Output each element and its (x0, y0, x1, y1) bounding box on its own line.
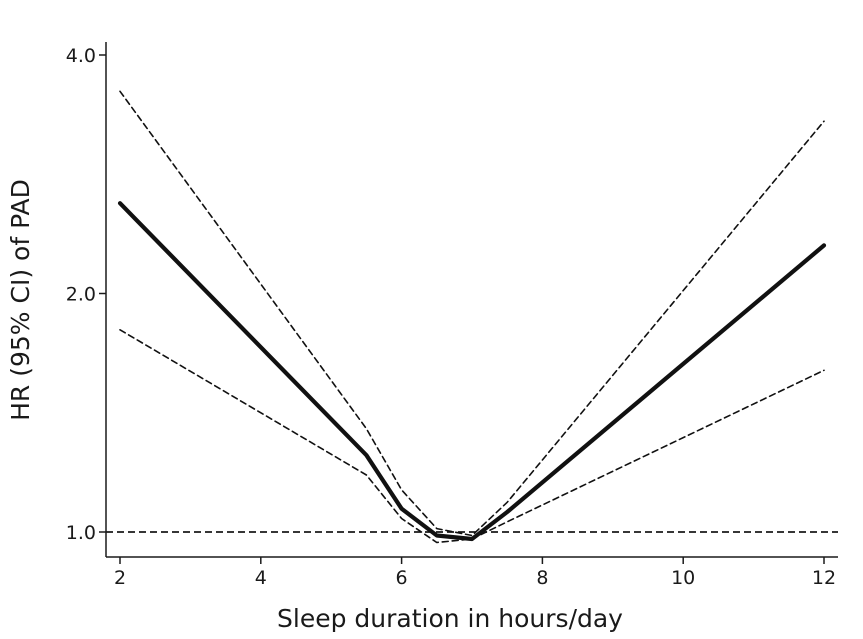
series-line-hr (117, 201, 827, 542)
x-tick-label: 12 (812, 567, 836, 589)
series-line-95-ci-lower (119, 328, 825, 544)
y-tick-label: 4.0 (66, 45, 96, 67)
y-tick-label: 1.0 (66, 522, 96, 544)
x-tick-label: 8 (536, 567, 548, 589)
x-tick-label: 6 (396, 567, 408, 589)
x-tick-label: 4 (255, 567, 267, 589)
y-tick-label: 2.0 (66, 284, 96, 306)
series-line-95-ci-upper (119, 90, 825, 537)
x-tick-label: 2 (114, 567, 126, 589)
x-axis-label: Sleep duration in hours/day (277, 604, 623, 633)
y-axis-label: HR (95% CI) of PAD (6, 179, 35, 421)
x-tick-label: 10 (671, 567, 695, 589)
